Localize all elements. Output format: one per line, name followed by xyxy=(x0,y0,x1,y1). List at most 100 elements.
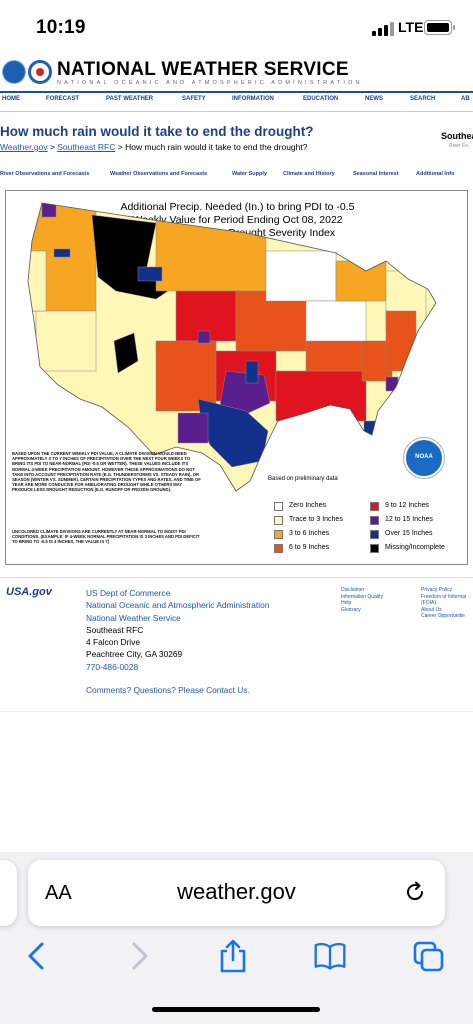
forward-icon[interactable] xyxy=(122,938,156,974)
nav-search[interactable]: SEARCH xyxy=(410,96,436,102)
contact-us-link[interactable]: Comments? Questions? Please Contact Us. xyxy=(86,685,250,695)
header-divider xyxy=(0,91,473,93)
footer-noaa[interactable]: National Oceanic and Atmospheric Adminis… xyxy=(86,600,270,611)
legend-swatch xyxy=(274,502,283,511)
map-legend: Zero Inches 9 to 12 Inches Trace to 3 In… xyxy=(274,501,464,561)
preliminary-data-note: Based on preliminary data xyxy=(268,476,338,482)
legend-swatch xyxy=(274,516,283,525)
map-title-line-1: Additional Precip. Needed (In.) to bring… xyxy=(120,201,355,213)
footer-careers[interactable]: Career Opportunitie xyxy=(421,613,465,620)
main-nav: HOME FORECAST PAST WEATHER SAFETY INFORM… xyxy=(0,94,473,108)
breadcrumb-separator: > xyxy=(47,142,58,152)
nav-news[interactable]: NEWS xyxy=(365,96,383,102)
network-type: LTE xyxy=(398,19,424,35)
home-indicator xyxy=(152,1007,320,1012)
legend-swatch xyxy=(370,502,379,511)
map-uncolored-note: UNCOLORED CLIMATE DIVISIONS ARE CURRENTL… xyxy=(12,529,200,545)
bookmarks-icon[interactable] xyxy=(313,938,347,974)
breadcrumb-weather-gov[interactable]: Weather.gov xyxy=(0,142,48,152)
footer-glossary[interactable]: Glossary xyxy=(341,606,361,613)
breadcrumb-current: > How much rain would it take to end the… xyxy=(115,142,308,152)
back-icon[interactable] xyxy=(20,938,54,974)
subnav-weather-observations[interactable]: Weather Observations and Forecasts xyxy=(110,171,208,177)
battery-icon xyxy=(424,20,455,35)
reader-options-label: AA xyxy=(45,882,72,904)
subnav-additional-info[interactable]: Additional Info xyxy=(416,171,455,177)
legend-label: 12 to 15 Inches xyxy=(385,516,433,523)
footer-foia-abbr[interactable]: (FOIA) xyxy=(421,600,436,607)
content-divider xyxy=(0,577,473,578)
legend-label: 6 to 9 Inches xyxy=(289,544,330,551)
status-time: 10:19 xyxy=(36,17,86,38)
subnav-seasonal-interest[interactable]: Seasonal Interest xyxy=(353,171,399,177)
cellular-signal-icon xyxy=(372,22,394,36)
page-title: How much rain would it take to end the d… xyxy=(0,124,314,139)
side-panel-subtitle: River Fo xyxy=(449,143,468,149)
footer-divider xyxy=(0,711,473,712)
footer-privacy[interactable]: Privacy Policy xyxy=(421,587,453,593)
site-header: NATIONAL WEATHER SERVICE NATIONAL OCEANI… xyxy=(0,58,473,92)
site-title[interactable]: NATIONAL WEATHER SERVICE xyxy=(57,59,349,80)
us-map-graphic xyxy=(27,202,437,492)
legend-label: 9 to 12 Inches xyxy=(385,502,429,509)
usa-gov-text: USA.gov xyxy=(6,586,52,598)
previous-tab-peek[interactable] xyxy=(0,860,17,926)
reload-icon[interactable] xyxy=(403,880,427,904)
footer-links-col-2: Disclaimer Information Quality Help Glos… xyxy=(341,587,383,613)
nav-education[interactable]: EDUCATION xyxy=(303,96,339,102)
noaa-badge-icon: NOAA xyxy=(404,438,444,478)
map-explanation-text: BASED UPON THE CURRENT WEEKLY PDI VALUE,… xyxy=(12,451,201,493)
footer-about[interactable]: About Us xyxy=(421,606,442,613)
nws-logo-icon[interactable] xyxy=(28,60,52,84)
noaa-logo-icon[interactable] xyxy=(2,60,26,84)
tabs-icon[interactable] xyxy=(412,938,446,974)
legend-swatch xyxy=(370,530,379,539)
footer-phone[interactable]: 770-486-0028 xyxy=(86,661,139,672)
url-text[interactable]: weather.gov xyxy=(177,879,296,904)
footer-city: Peachtree City, GA 30269 xyxy=(86,649,183,660)
sub-nav: River Observations and Forecasts Weather… xyxy=(0,171,473,181)
map-title-line-2: Weekly Value for Period Ending Oct 08, 2… xyxy=(132,214,343,226)
legend-swatch xyxy=(370,544,379,553)
status-bar: 10:19 LTE xyxy=(0,0,473,58)
footer-street: 4 Falcon Drive xyxy=(86,637,140,648)
footer-foia[interactable]: Freedom of Informat xyxy=(421,593,467,600)
subnav-climate-history[interactable]: Climate and History xyxy=(283,171,335,177)
footer-help[interactable]: Help xyxy=(341,600,352,607)
footer-links-col-3: Privacy Policy Freedom of Informat (FOIA… xyxy=(421,587,466,620)
reader-options-button[interactable]: AA xyxy=(45,882,72,905)
nav-information[interactable]: INFORMATION xyxy=(232,96,274,102)
footer-disclaimer[interactable]: Disclaimer xyxy=(341,587,365,593)
breadcrumb-southeast-rfc[interactable]: Southeast RFC xyxy=(57,142,116,152)
nav-divider xyxy=(0,111,473,112)
legend-label: Missing/Incomplete xyxy=(385,544,445,551)
subnav-water-supply[interactable]: Water Supply xyxy=(232,171,267,177)
breadcrumb: Weather.gov > Southeast RFC > How much r… xyxy=(0,142,307,152)
footer-dept-commerce[interactable]: US Dept of Commerce xyxy=(86,588,171,598)
footer-info-quality[interactable]: Information Quality xyxy=(341,593,383,600)
footer-nws[interactable]: National Weather Service xyxy=(86,612,181,623)
legend-label: Trace to 3 Inches xyxy=(289,516,343,523)
usa-gov-logo[interactable]: USA.gov xyxy=(6,586,52,598)
nav-home[interactable]: HOME xyxy=(2,96,20,102)
share-icon[interactable] xyxy=(216,938,250,974)
site-subtitle: NATIONAL OCEANIC AND ATMOSPHERIC ADMINIS… xyxy=(57,80,363,86)
address-bar[interactable]: AA weather.gov xyxy=(28,860,445,926)
nav-past-weather[interactable]: PAST WEATHER xyxy=(106,96,154,102)
footer-office: Southeast RFC xyxy=(86,624,144,635)
legend-swatch xyxy=(274,544,283,553)
nav-about[interactable]: AB xyxy=(461,96,470,102)
side-panel-title: Southea xyxy=(441,131,473,141)
drought-map: Additional Precip. Needed (In.) to bring… xyxy=(5,190,468,565)
nav-safety[interactable]: SAFETY xyxy=(182,96,206,102)
legend-label: Zero Inches xyxy=(289,502,326,509)
nav-forecast[interactable]: FORECAST xyxy=(46,96,79,102)
footer-address: US Dept of Commerce National Oceanic and… xyxy=(86,587,269,673)
legend-label: 3 to 6 Inches xyxy=(289,530,330,537)
subnav-river-observations[interactable]: River Observations and Forecasts xyxy=(0,171,90,177)
legend-swatch xyxy=(274,530,283,539)
noaa-badge-label: NOAA xyxy=(415,454,433,460)
legend-label: Over 15 Inches xyxy=(385,530,433,537)
legend-swatch xyxy=(370,516,379,525)
